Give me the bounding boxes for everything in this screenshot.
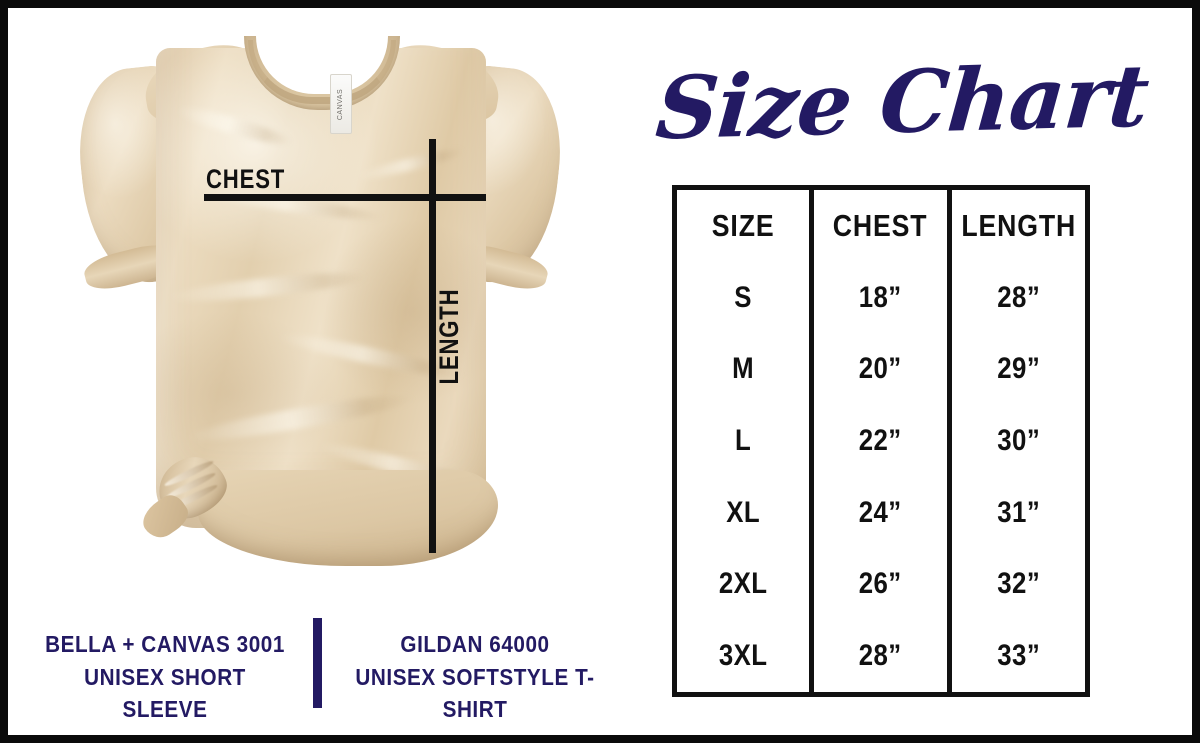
tshirt-image: CANVAS bbox=[48, 18, 588, 598]
fabric-fold bbox=[167, 267, 369, 307]
size-table-column-length: LENGTH 28” 29” 30” 31” 32” 33” bbox=[946, 190, 1085, 692]
table-cell-chest: 26” bbox=[858, 567, 902, 601]
table-cell-chest: 20” bbox=[858, 352, 902, 386]
tshirt-photo-panel: CANVAS CHEST LENGTH bbox=[8, 8, 620, 608]
frame-border-bottom bbox=[0, 735, 1200, 743]
table-cell-length: 31” bbox=[996, 495, 1040, 529]
frame-border-left bbox=[0, 0, 8, 743]
tshirt-neck-tag: CANVAS bbox=[330, 74, 352, 134]
table-cell-length: 30” bbox=[996, 424, 1040, 458]
fabric-fold bbox=[174, 101, 294, 151]
chest-measure-line bbox=[204, 194, 486, 201]
page-title-text: Size Chart bbox=[652, 45, 1152, 160]
table-cell-length: 29” bbox=[996, 352, 1040, 386]
footer-brand-bella-canvas-line2: UNISEX SHORT SLEEVE bbox=[84, 663, 246, 723]
column-header-length: LENGTH bbox=[960, 208, 1076, 244]
table-cell-size: L bbox=[735, 424, 752, 458]
size-table: SIZE S M L XL 2XL 3XL CHEST 18” 20” 22” … bbox=[672, 185, 1090, 697]
page-title: Size Chart bbox=[622, 28, 1182, 178]
footer: BELLA + CANVAS 3001 UNISEX SHORT SLEEVE … bbox=[8, 612, 620, 722]
footer-brand-gildan-line2: UNISEX SOFTSTYLE T-SHIRT bbox=[355, 663, 595, 723]
table-cell-length: 33” bbox=[996, 639, 1040, 673]
fabric-fold bbox=[356, 144, 466, 184]
table-cell-chest: 24” bbox=[858, 495, 902, 529]
table-cell-chest: 18” bbox=[858, 280, 902, 314]
table-cell-size: 2XL bbox=[718, 567, 768, 601]
frame-border-top bbox=[0, 0, 1200, 8]
length-measure-line bbox=[429, 139, 436, 553]
table-cell-chest: 22” bbox=[858, 424, 902, 458]
footer-brand-gildan: GILDAN 64000 UNISEX SOFTSTYLE T-SHIRT bbox=[352, 628, 599, 726]
footer-brand-gildan-line1: GILDAN 64000 bbox=[400, 631, 550, 657]
table-cell-chest: 28” bbox=[858, 639, 902, 673]
length-measure-label: LENGTH bbox=[434, 288, 464, 385]
column-header-size: SIZE bbox=[711, 208, 775, 244]
table-cell-size: S bbox=[734, 280, 752, 314]
size-table-column-size: SIZE S M L XL 2XL 3XL bbox=[677, 190, 809, 692]
table-cell-length: 28” bbox=[996, 280, 1040, 314]
footer-brand-bella-canvas-line1: BELLA + CANVAS 3001 bbox=[45, 631, 285, 657]
size-table-column-chest: CHEST 18” 20” 22” 24” 26” 28” bbox=[809, 190, 946, 692]
chest-measure-label: CHEST bbox=[206, 164, 286, 194]
table-cell-size: XL bbox=[726, 495, 761, 529]
column-header-chest: CHEST bbox=[833, 208, 928, 244]
tshirt-knot bbox=[136, 436, 258, 548]
table-cell-length: 32” bbox=[996, 567, 1040, 601]
footer-divider bbox=[313, 618, 322, 708]
footer-brand-bella-canvas: BELLA + CANVAS 3001 UNISEX SHORT SLEEVE bbox=[44, 628, 287, 726]
tshirt-hem bbox=[198, 470, 498, 566]
neck-tag-label: CANVAS bbox=[337, 88, 345, 120]
table-cell-size: 3XL bbox=[718, 639, 768, 673]
table-cell-size: M bbox=[732, 352, 755, 386]
frame-border-right bbox=[1192, 0, 1200, 743]
